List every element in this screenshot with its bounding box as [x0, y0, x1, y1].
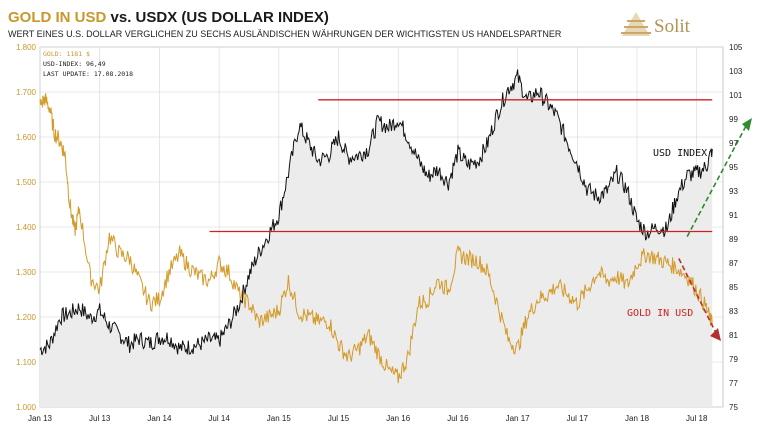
x-tick-label: Jul 13 [89, 414, 111, 423]
solit-logo: Solit [621, 12, 691, 37]
usd-area [40, 69, 713, 407]
chart-title: GOLD IN USD vs. USDX (US DOLLAR INDEX) [8, 9, 329, 26]
trend-arrows [678, 118, 752, 341]
x-tick-label: Jan 13 [28, 414, 53, 423]
y-right-tick-label: 87 [729, 259, 738, 268]
resistance-lines [209, 99, 713, 233]
x-tick-label: Jul 18 [686, 414, 708, 423]
gold-series-line [39, 93, 713, 384]
x-tick-label: Jul 16 [447, 414, 469, 423]
series-lines [39, 69, 713, 384]
info-gold: GOLD: 1181 $ [43, 50, 90, 58]
pyramid-icon [621, 12, 651, 36]
y-right-tick-label: 81 [729, 331, 738, 340]
y-right-tick-label: 75 [729, 403, 738, 412]
y-left-tick-label: 1.300 [16, 268, 37, 277]
x-tick-label: Jan 15 [267, 414, 292, 423]
y-left-tick-label: 1.700 [16, 88, 37, 97]
y-right-tick-label: 97 [729, 139, 738, 148]
y-right-tick-label: 103 [729, 67, 743, 76]
x-tick-label: Jul 14 [208, 414, 230, 423]
y-right-tick-label: 105 [729, 43, 743, 52]
y-right-tick-label: 93 [729, 187, 738, 196]
annotation-usd-index: USD INDEX [653, 148, 707, 159]
y-right-tick-label: 95 [729, 163, 738, 172]
x-tick-label: Jan 18 [625, 414, 650, 423]
y-right-tick-label: 77 [729, 379, 738, 388]
y-left-tick-label: 1.500 [16, 178, 37, 187]
x-tick-label: Jul 17 [567, 414, 589, 423]
y-left-tick-label: 1.000 [16, 403, 37, 412]
y-left-tick-label: 1.800 [16, 43, 37, 52]
x-tick-label: Jan 16 [386, 414, 411, 423]
x-tick-label: Jan 14 [147, 414, 172, 423]
y-right-tick-label: 83 [729, 307, 738, 316]
usd-series-line [39, 69, 713, 356]
chart-subtitle: WERT EINES U.S. DOLLAR VERGLICHEN ZU SEC… [8, 29, 562, 39]
red-arrow-head-icon [710, 328, 721, 341]
green-trend-arrow-line [686, 125, 747, 237]
usd-area-fill [40, 69, 713, 407]
axes: 1.000 1.100 1.200 1.300 1.400 1.500 1.600 1.700… [16, 43, 743, 423]
title-gold: GOLD IN USD [8, 9, 107, 26]
y-left-tick-label: 1.400 [16, 223, 37, 232]
y-right-tick-label: 79 [729, 355, 738, 364]
y-left-tick-label: 1.100 [16, 358, 37, 367]
x-tick-label: Jul 15 [328, 414, 350, 423]
y-right-tick-label: 89 [729, 235, 738, 244]
info-update: LAST UPDATE: 17.08.2018 [43, 70, 133, 78]
title-rest: vs. USDX (US DOLLAR INDEX) [106, 9, 329, 26]
y-right-tick-label: 101 [729, 91, 743, 100]
green-arrow-head-icon [742, 118, 752, 131]
red-trend-arrow-line [678, 258, 717, 334]
info-box: GOLD: 1181 $ USD-INDEX: 96,49 LAST UPDAT… [43, 50, 133, 78]
y-left-tick-label: 1.200 [16, 313, 37, 322]
logo-text: Solit [654, 16, 691, 37]
y-left-tick-label: 1.600 [16, 133, 37, 142]
x-tick-label: Jan 17 [506, 414, 531, 423]
y-right-tick-label: 99 [729, 115, 738, 124]
annotation-gold-in-usd: GOLD IN USD [627, 308, 693, 319]
info-usd: USD-INDEX: 96,49 [43, 60, 106, 68]
y-right-tick-label: 85 [729, 283, 738, 292]
y-right-tick-label: 91 [729, 211, 738, 220]
